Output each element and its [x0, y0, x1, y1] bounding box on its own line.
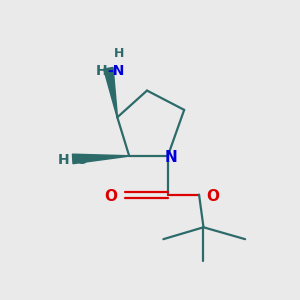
Text: O: O: [206, 189, 220, 204]
Text: H: H: [114, 47, 124, 60]
Text: -N: -N: [107, 64, 124, 78]
Text: O: O: [104, 189, 117, 204]
Text: ·O: ·O: [71, 153, 88, 167]
Text: N: N: [165, 150, 178, 165]
Text: H: H: [95, 64, 107, 78]
Text: H: H: [58, 153, 70, 167]
Polygon shape: [104, 68, 118, 117]
Polygon shape: [73, 154, 129, 164]
